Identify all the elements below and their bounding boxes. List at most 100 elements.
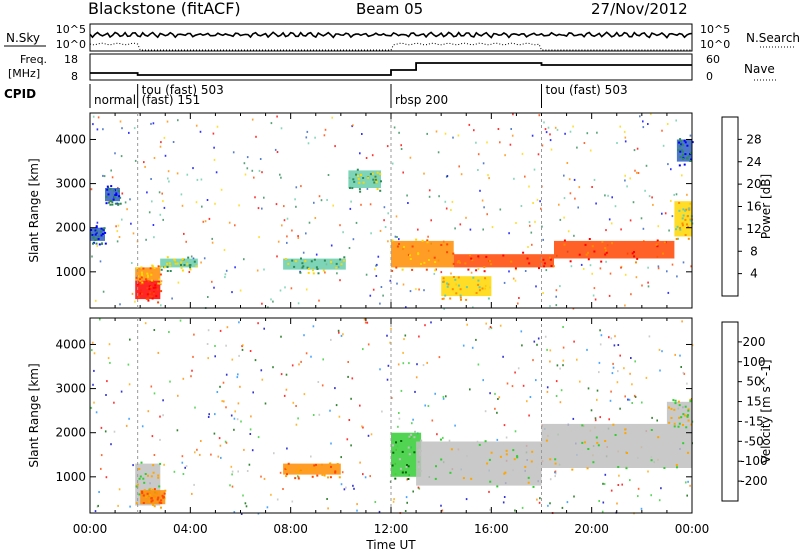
scatter-speckle (338, 331, 340, 334)
scatter-edge (140, 276, 143, 279)
scatter-speckle (645, 164, 648, 167)
scatter-speckle (272, 366, 274, 369)
scatter-speckle (598, 371, 600, 374)
scatter-edge (522, 251, 525, 254)
scatter-edge (316, 268, 319, 270)
scatter-edge (478, 289, 481, 292)
x-tick-label: 12:00 (374, 522, 409, 536)
scatter-speckle (630, 293, 632, 296)
scatter-speckle (382, 294, 384, 297)
scatter-speckle (387, 212, 389, 215)
scatter-speckle (682, 261, 685, 264)
scatter-speckle (132, 464, 134, 467)
scatter-speckle (183, 232, 185, 235)
scatter-edge (688, 208, 691, 211)
scatter-edge (682, 208, 685, 211)
scatter-edge (444, 294, 447, 297)
scatter-edge (291, 259, 294, 262)
scatter-speckle (529, 224, 531, 227)
scatter-speckle (484, 410, 487, 413)
scatter-speckle (657, 265, 660, 268)
scatter-speckle (656, 419, 658, 422)
scatter-speckle (568, 178, 571, 181)
x-axis-label: Time UT (365, 538, 416, 552)
scatter-speckle (435, 130, 438, 133)
scatter-edge (312, 269, 314, 272)
scatter-speckle (515, 268, 517, 271)
scatter-edge (115, 194, 118, 196)
scatter-speckle (199, 453, 201, 456)
scatter-speckle (477, 268, 480, 270)
scatter-edge (625, 467, 628, 470)
scatter-speckle (636, 171, 638, 174)
scatter-speckle (214, 345, 216, 347)
scatter-speckle (616, 142, 618, 144)
scatter-speckle (566, 162, 569, 164)
scatter-speckle (556, 364, 559, 367)
scatter-speckle (173, 470, 176, 473)
scatter-speckle (604, 194, 606, 197)
scatter-speckle (341, 471, 344, 474)
scatter-speckle (134, 300, 136, 303)
scatter-edge (415, 238, 418, 241)
scatter-edge (156, 498, 159, 501)
scatter-edge (581, 424, 584, 427)
scatter-speckle (100, 454, 103, 457)
scatter-edge (146, 287, 149, 290)
scatter-edge (139, 475, 142, 478)
scatter-edge (578, 253, 581, 256)
scatter-speckle (330, 442, 332, 445)
scatter-speckle (486, 141, 488, 144)
scatter-speckle (576, 146, 578, 149)
scatter-edge (549, 256, 551, 259)
scatter-speckle (225, 406, 227, 409)
scatter-edge (168, 262, 171, 265)
scatter-speckle (441, 509, 444, 512)
scatter-speckle (153, 454, 156, 456)
scatter-speckle (544, 335, 547, 338)
scatter-speckle (231, 485, 234, 488)
scatter-speckle (169, 380, 171, 383)
scatter-edge (470, 477, 473, 480)
scatter-speckle (305, 232, 307, 235)
scatter-speckle (563, 197, 566, 200)
scatter-speckle (310, 455, 312, 458)
scatter-edge (617, 466, 620, 468)
scatter-speckle (353, 487, 355, 490)
scatter-speckle (200, 261, 202, 264)
scatter-speckle (390, 327, 392, 330)
scatter-edge (306, 266, 309, 269)
scatter-speckle (661, 350, 663, 353)
scatter-edge (373, 181, 376, 184)
scatter-edge (581, 441, 584, 444)
scatter-speckle (362, 348, 364, 351)
scatter-speckle (549, 305, 551, 308)
scatter-speckle (206, 343, 209, 345)
scatter-speckle (150, 385, 153, 388)
scatter-speckle (118, 488, 121, 491)
colorbar-frame (721, 321, 739, 502)
y-axis-label: Slant Range [km] (27, 363, 41, 467)
scatter-speckle (559, 218, 562, 221)
scatter-speckle (647, 123, 649, 125)
scatter-edge (441, 297, 444, 300)
scatter-speckle (307, 142, 310, 145)
scatter-speckle (664, 212, 667, 215)
scatter-edge (111, 203, 114, 206)
scatter-speckle (594, 419, 597, 422)
scatter-speckle (146, 191, 148, 194)
scatter-speckle (220, 188, 223, 191)
scatter-speckle (284, 286, 286, 289)
nsky-frame (89, 23, 693, 52)
scatter-speckle (477, 363, 480, 366)
scatter-edge (682, 413, 685, 416)
scatter-edge (286, 473, 288, 476)
scatter-speckle (153, 329, 156, 331)
scatter-speckle (444, 132, 447, 135)
scatter-edge (687, 409, 690, 412)
scatter-speckle (250, 415, 252, 418)
scatter-speckle (97, 504, 99, 507)
scatter-speckle (219, 329, 222, 332)
scatter-speckle (230, 414, 233, 417)
scatter-edge (677, 237, 679, 240)
